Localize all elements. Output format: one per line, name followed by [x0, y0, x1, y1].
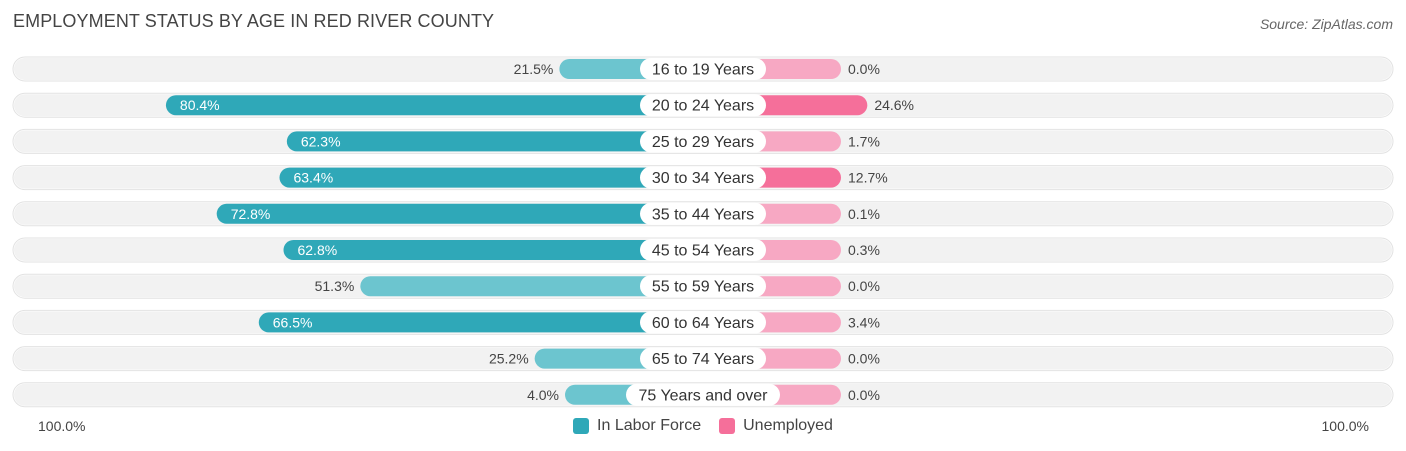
category-capsule [640, 347, 766, 370]
value-label-unemployed: 0.0% [848, 61, 880, 77]
legend-label-unemployed: Unemployed [743, 417, 833, 434]
category-label: 35 to 44 Years [652, 206, 754, 223]
category-label: 55 to 59 Years [652, 279, 754, 296]
bar-labor-force [286, 131, 703, 152]
legend-swatch-labor [573, 418, 590, 434]
category-capsule [640, 166, 766, 189]
category-capsule [640, 275, 766, 298]
category-label: 65 to 74 Years [652, 351, 754, 368]
value-label-unemployed: 3.4% [848, 314, 880, 330]
legend-swatch-unemployed [719, 418, 736, 434]
category-label: 60 to 64 Years [652, 315, 754, 332]
category-label: 16 to 19 Years [652, 62, 754, 79]
value-label-labor: 51.3% [315, 278, 355, 294]
value-label-unemployed: 0.3% [848, 242, 880, 258]
chart-title: EMPLOYMENT STATUS BY AGE IN RED RIVER CO… [13, 11, 495, 31]
value-label-labor: 72.8% [231, 206, 271, 222]
value-label-unemployed: 24.6% [874, 97, 914, 113]
legend-item-unemployed[interactable]: Unemployed [719, 417, 833, 435]
category-label: 20 to 24 Years [652, 98, 754, 115]
category-label: 45 to 54 Years [652, 243, 754, 260]
bar-labor-force [279, 167, 703, 188]
category-capsule [640, 130, 766, 153]
category-capsule [640, 311, 766, 334]
category-label: 75 Years and over [639, 387, 769, 404]
category-label: 25 to 29 Years [652, 134, 754, 151]
value-label-labor: 66.5% [273, 314, 313, 330]
chart-canvas: 16 to 19 Years 21.5% 0.0% 20 to 24 Years 80.… [12, 56, 1394, 408]
value-label-labor: 62.8% [297, 242, 337, 258]
legend: In Labor Force Unemployed [0, 417, 1406, 435]
value-label-unemployed: 0.1% [848, 206, 880, 222]
bar-labor-force [283, 240, 703, 260]
value-label-labor: 80.4% [180, 97, 220, 113]
value-label-unemployed: 0.0% [848, 351, 880, 367]
value-label-labor: 25.2% [489, 351, 529, 367]
value-label-labor: 62.3% [301, 133, 341, 149]
category-label: 30 to 34 Years [652, 170, 754, 187]
axis-right-label: 100.0% [1321, 418, 1369, 434]
value-label-labor: 21.5% [514, 61, 554, 77]
value-label-unemployed: 1.7% [848, 133, 880, 149]
bar-labor-force [165, 95, 704, 116]
value-label-labor: 63.4% [293, 170, 333, 186]
bar-labor-force [216, 203, 704, 224]
category-capsule [640, 58, 766, 80]
category-capsule [640, 94, 766, 117]
category-capsule [640, 239, 766, 261]
bar-labor-force [258, 312, 703, 333]
category-capsule [640, 202, 766, 225]
value-label-labor: 4.0% [527, 387, 559, 403]
value-label-unemployed: 0.0% [848, 278, 880, 294]
axis-left-label: 100.0% [38, 418, 86, 434]
bar-labor-force [360, 276, 703, 297]
legend-label-labor: In Labor Force [597, 417, 702, 434]
legend-item-labor[interactable]: In Labor Force [573, 417, 701, 435]
source-note: Source: ZipAtlas.com [1259, 16, 1393, 32]
category-capsule [626, 383, 780, 406]
value-label-unemployed: 12.7% [848, 170, 888, 186]
value-label-unemployed: 0.0% [848, 387, 880, 403]
